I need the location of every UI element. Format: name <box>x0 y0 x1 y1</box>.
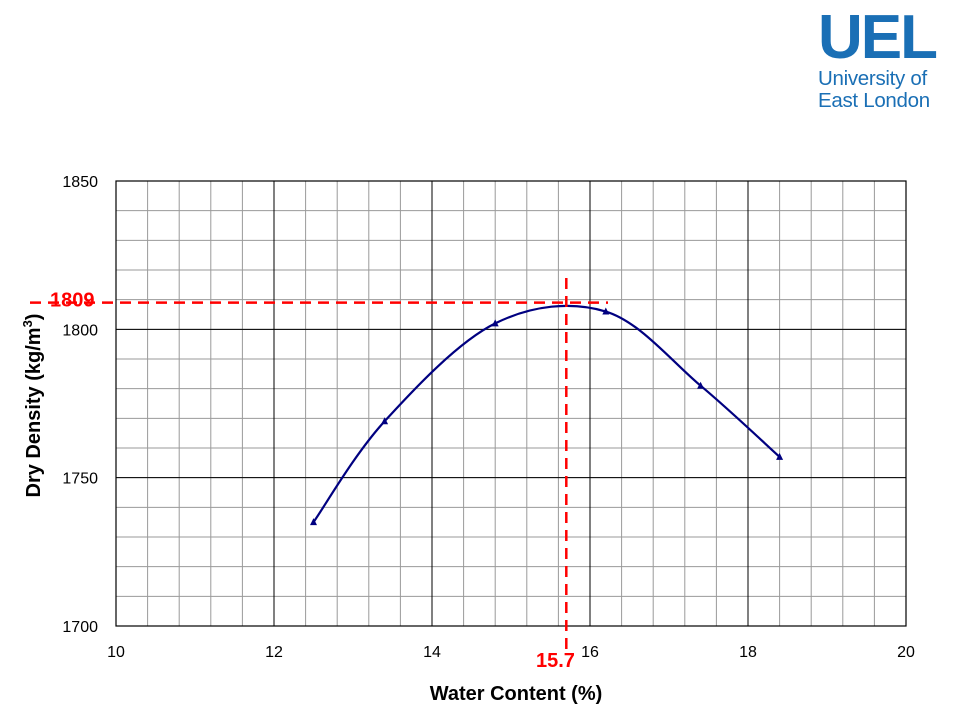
plot-background <box>116 181 906 626</box>
logo-line-2: East London <box>818 89 930 112</box>
y-axis-title-sup: 3 <box>20 320 35 327</box>
data-point-marker <box>776 452 784 460</box>
peak-density-label: 1809 <box>50 290 95 312</box>
x-tick-label: 18 <box>739 644 757 661</box>
series-line <box>312 304 781 523</box>
y-axis-title: Dry Density (kg/m3) <box>20 314 45 498</box>
plot-area <box>116 181 906 626</box>
y-tick-label: 1800 <box>62 322 98 339</box>
x-tick-label: 16 <box>581 644 599 661</box>
y-tick-label: 1750 <box>62 471 98 488</box>
uel-logo: UEL University of East London <box>818 3 950 112</box>
plot-border <box>115 180 907 627</box>
data-point-marker <box>381 417 389 425</box>
y-tick-label: 1700 <box>62 619 98 636</box>
data-point-marker <box>491 319 499 327</box>
logo-mark: UEL <box>818 3 938 72</box>
optimum-water-label: 15.7 <box>536 650 575 672</box>
x-tick-label: 12 <box>265 644 283 661</box>
logo-line-1: University of <box>818 67 927 90</box>
y-axis-title-end: ) <box>23 314 45 321</box>
annotation-group: 1809 15.7 <box>30 278 608 672</box>
y-axis-title-main: Dry Density (kg/m <box>23 327 45 497</box>
data-point-marker <box>697 381 705 389</box>
data-point-marker <box>310 518 317 526</box>
tick-labels: 10 12 14 16 18 20 1700 1750 1800 1850 <box>62 174 915 661</box>
x-tick-label: 10 <box>107 644 125 661</box>
data-point-marker <box>602 307 610 315</box>
x-axis-title: Water Content (%) <box>430 683 603 705</box>
y-tick-label: 1850 <box>62 174 98 191</box>
series-line-group <box>310 304 784 526</box>
x-tick-label: 14 <box>423 644 441 661</box>
gridlines <box>115 180 907 627</box>
x-tick-label: 20 <box>897 644 915 661</box>
